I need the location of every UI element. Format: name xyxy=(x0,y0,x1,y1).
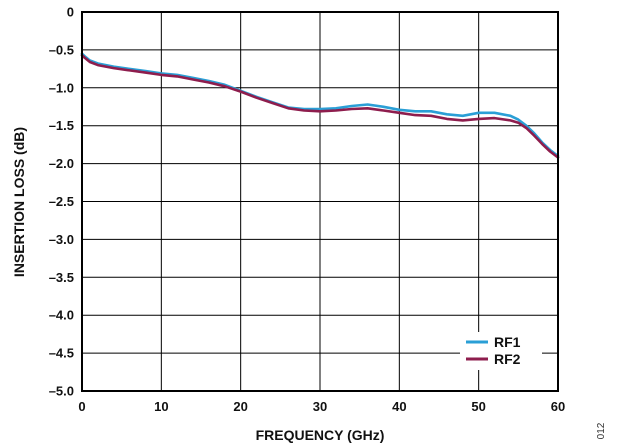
y-axis-title: INSERTION LOSS (dB) xyxy=(11,127,27,277)
x-tick-label: 20 xyxy=(233,399,247,414)
y-tick-label: –4.0 xyxy=(49,308,74,323)
series-line-rf1 xyxy=(80,52,560,158)
y-tick-label: –1.5 xyxy=(49,118,74,133)
plot-frame xyxy=(81,11,559,392)
figure-id: 012 xyxy=(596,422,607,439)
y-tick-label: –4.5 xyxy=(49,346,74,361)
y-tick-label: –2.0 xyxy=(49,156,74,171)
x-tick-labels: 0 10 20 30 40 50 60 xyxy=(78,399,565,414)
y-tick-label: –3.0 xyxy=(49,232,74,247)
legend-label-rf2: RF2 xyxy=(494,351,521,367)
series-line-rf2 xyxy=(80,53,560,159)
y-tick-label: –2.5 xyxy=(49,194,74,209)
x-tick-label: 50 xyxy=(471,399,485,414)
x-tick-label: 0 xyxy=(78,399,85,414)
legend-background xyxy=(460,332,542,370)
y-tick-label: –5.0 xyxy=(49,384,74,399)
x-tick-label: 10 xyxy=(154,399,168,414)
x-tick-label: 30 xyxy=(313,399,327,414)
legend-label-rf1: RF1 xyxy=(494,334,521,350)
y-tick-label: –0.5 xyxy=(49,42,74,57)
x-tick-label: 40 xyxy=(392,399,406,414)
y-tick-label: –1.0 xyxy=(49,80,74,95)
x-tick-label: 60 xyxy=(551,399,565,414)
y-tick-label: –3.5 xyxy=(49,270,74,285)
x-axis-title: FREQUENCY (GHz) xyxy=(256,427,385,443)
y-tick-label: 0 xyxy=(67,5,74,20)
y-tick-labels: 0 –0.5 –1.0 –1.5 –2.0 –2.5 –3.0 –3.5 –4.0 –4.5 –5.… xyxy=(49,5,74,399)
series-layer xyxy=(80,52,560,159)
